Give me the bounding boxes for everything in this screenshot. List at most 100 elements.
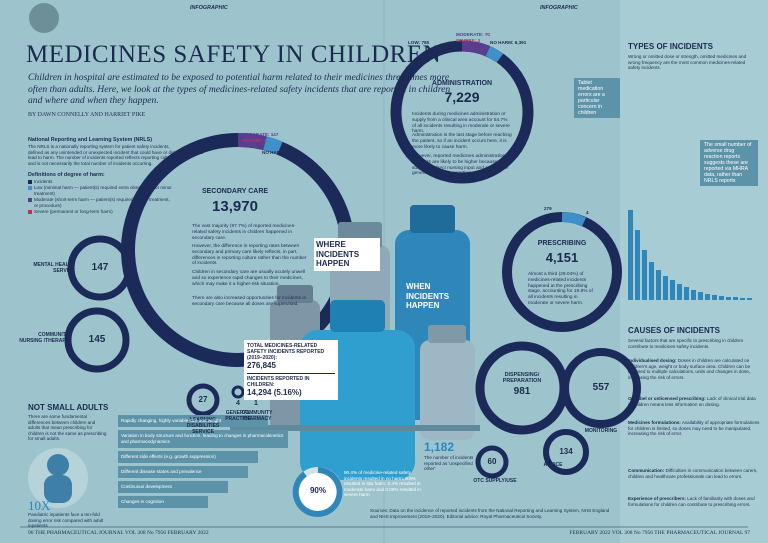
setting-name: OTC SUPPLY/USE (473, 478, 517, 484)
stat-number: 1,182 (424, 440, 455, 454)
title: MEDICINES SAFETY IN CHILDREN (26, 41, 442, 68)
heading: National Reporting and Learning System (… (28, 137, 152, 143)
ring-general-practice (231, 385, 245, 399)
harm-label: 4 (586, 210, 589, 215)
cause-title: Experience of prescribers: (628, 496, 686, 501)
setting-value: 4 (236, 400, 240, 407)
bullet: Administration is the last stage before … (412, 133, 512, 150)
folio: FEBRUARY 2022 VOL 308 No 7956 THE PHARMA… (569, 530, 750, 536)
setting-value: 7,229 (444, 89, 480, 105)
paragraph: Wrong or omitted dose or strength, omitt… (628, 54, 747, 70)
cause: Off-label or unlicensed prescribing: Lac… (628, 396, 760, 407)
cause-text: Lack of clinical trial data in children … (628, 396, 756, 407)
total-box: TOTAL MEDICINES-RELATED SAFETY INCIDENTS… (244, 340, 338, 401)
setting-value: 60 (487, 457, 497, 466)
setting-value: 4,151 (545, 250, 579, 265)
ring-segment (461, 40, 491, 57)
bullet: Incidents during medicines administratio… (412, 112, 510, 135)
paragraph: Several factors that are specific to pre… (628, 338, 744, 349)
harm-label: SEVERE: 3 (456, 38, 480, 43)
setting-value: 13,970 (212, 198, 258, 215)
difference: Different disease states and prevalence (121, 469, 202, 474)
setting-name: SECONDARY CARE (201, 188, 269, 195)
paragraph: There are some fundamental differences b… (28, 414, 107, 441)
heading: TYPES OF INCIDENTS (628, 42, 713, 51)
ring-learning-disabilities (186, 383, 220, 417)
bullet: The vast majority (97.7%) of reported me… (192, 224, 296, 241)
logo (29, 3, 59, 33)
total-value: 276,845 (247, 361, 276, 370)
setting-value: 27 (198, 395, 208, 404)
harm-label: 279 (544, 206, 552, 211)
types-chart (628, 210, 752, 300)
difference: Variation in body structure and function… (121, 433, 284, 444)
ring-segment (561, 212, 587, 227)
legend-title: Definitions of degree of harm: (28, 172, 105, 178)
cause: Individualised dosing: Doses in children… (628, 358, 760, 380)
setting-name: COMMUNITY NURSING /THERAPY (19, 332, 69, 344)
bullet: However, reported medicines administrati… (412, 154, 508, 177)
cause: Medicines formulations: Availability of … (628, 420, 760, 437)
difference: Different side effects (e.g. growth supp… (121, 454, 216, 459)
cause-text: Availability of appropriate formulations… (628, 420, 760, 436)
total-label: TOTAL MEDICINES-RELATED SAFETY INCIDENTS… (247, 343, 325, 361)
cause-title: Medicines formulations: (628, 420, 681, 425)
ring-otc (475, 445, 509, 479)
callout: WHERE INCIDENTS HAPPEN (314, 238, 380, 271)
setting-value: 557 (592, 382, 610, 393)
setting-name: LEARNING DISABILITIES SERVICE (186, 417, 220, 435)
cause-text: Doses in children are calculated on chil… (628, 358, 751, 380)
bullet: There are also increased opportunities f… (192, 296, 307, 307)
bullet: Almost a third (29.04%) of medicines-rel… (528, 272, 593, 306)
setting-name: MONITORING (584, 428, 618, 434)
intro: Children in hospital are estimated to be… (28, 72, 451, 106)
section-label: INFOGRAPHIC (190, 5, 228, 11)
source: Sources: Data on the incidence of report… (370, 508, 610, 519)
cause: Experience of prescribers: Lack of famil… (628, 496, 760, 507)
legend-item: Moderate (short-term harm — patient(s) r… (34, 197, 170, 208)
stat-text: The number of incidents reported as 'uns… (424, 455, 474, 471)
setting-value: 1 (254, 400, 258, 407)
stat-number: 10X (28, 498, 51, 513)
setting-name: ADVICE (543, 462, 563, 468)
heading: CAUSES OF INCIDENTS (628, 326, 721, 335)
children-value: 14,294 (5.16%) (247, 387, 302, 397)
setting-name: MENTAL HEALTH SERVICE (33, 262, 75, 274)
note: Tablet medication errors are a particula… (574, 78, 620, 118)
legend-swatches (28, 180, 32, 214)
setting-name: COMMUNITY PHARMACY (241, 410, 273, 422)
child-body (44, 475, 72, 503)
difference: Rapidly changing, highly variable size a… (121, 418, 222, 423)
child-head (47, 454, 69, 476)
setting-value: 145 (88, 334, 106, 345)
harm-label: LOW: 765 (408, 40, 430, 45)
cause-text: Difficulties in communication between ca… (628, 468, 758, 479)
section-label: INFOGRAPHIC (540, 5, 578, 11)
ring-monitoring (561, 348, 641, 428)
note: The small number of adverse drug reactio… (700, 140, 758, 186)
cause-title: Communication: (628, 468, 665, 473)
cause-title: Individualised dosing: (628, 358, 677, 363)
harm-label: MODERATE: 147 (242, 132, 279, 137)
difference: Changes in cognition (121, 499, 164, 504)
byline: BY DAWN CONNELLY AND HARRIET PIKE (28, 112, 146, 118)
bullet: However, the difference in reporting rat… (192, 244, 307, 267)
donut-segment (292, 467, 343, 517)
harm-label: NO HARM: 12,577 (262, 150, 301, 155)
setting-value: 147 (91, 262, 109, 273)
folio: 96 THE PHARMACEUTICAL JOURNAL VOL 308 No… (28, 530, 209, 536)
legend-item: Incidents (34, 179, 53, 184)
cause-title: Off-label or unlicensed prescribing: (628, 396, 706, 401)
ring-segment (237, 133, 267, 150)
setting-name: GENERAL PRACTICE (225, 410, 251, 422)
children-label: INCIDENTS REPORTED IN CHILDREN: (247, 372, 335, 388)
difference-boxes (118, 415, 288, 508)
heading: NOT SMALL ADULTS (28, 403, 109, 412)
legend-item: Low (minimal harm — patient(s) required … (34, 185, 172, 196)
setting-name: ADMINISTRATION (431, 80, 493, 87)
cause-text: Lack of familiarity with doses and formu… (628, 496, 755, 507)
setting-name: PRESCRIBING (537, 240, 587, 247)
harm-label: MODERATE: 70 (456, 32, 490, 37)
